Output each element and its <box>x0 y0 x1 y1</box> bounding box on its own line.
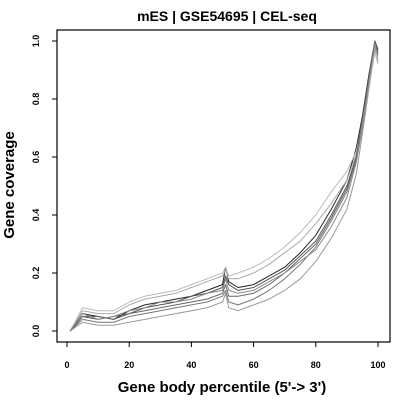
x-tick-label: 100 <box>370 360 385 370</box>
series-line-4 <box>69 49 379 332</box>
x-axis: 0 20 40 60 80 100 <box>64 342 386 370</box>
x-tick-label: 80 <box>311 360 321 370</box>
plot-frame <box>56 29 391 343</box>
y-tick-label: 0.0 <box>31 325 41 338</box>
x-tick-label: 40 <box>186 360 196 370</box>
chart-title: mES | GSE54695 | CEL-seq <box>137 8 317 24</box>
y-tick-label: 0.4 <box>31 209 41 222</box>
y-axis: 0.0 0.2 0.4 0.6 0.8 1.0 <box>31 35 57 338</box>
series-line-3 <box>69 43 379 332</box>
x-tick-label: 60 <box>249 360 259 370</box>
series-line-5 <box>69 46 379 332</box>
x-tick-label: 0 <box>64 360 69 370</box>
x-axis-title: Gene body percentile (5'-> 3') <box>118 379 326 396</box>
series-line-7 <box>69 40 379 332</box>
series-line-8 <box>69 43 379 332</box>
y-tick-label: 0.8 <box>31 93 41 106</box>
y-axis-title: Gene coverage <box>1 131 18 239</box>
x-tick-label: 20 <box>124 360 134 370</box>
y-tick-label: 1.0 <box>31 35 41 48</box>
series-lines <box>69 40 379 332</box>
y-tick-label: 0.6 <box>31 151 41 164</box>
series-line-6 <box>69 52 379 332</box>
y-tick-label: 0.2 <box>31 267 41 280</box>
